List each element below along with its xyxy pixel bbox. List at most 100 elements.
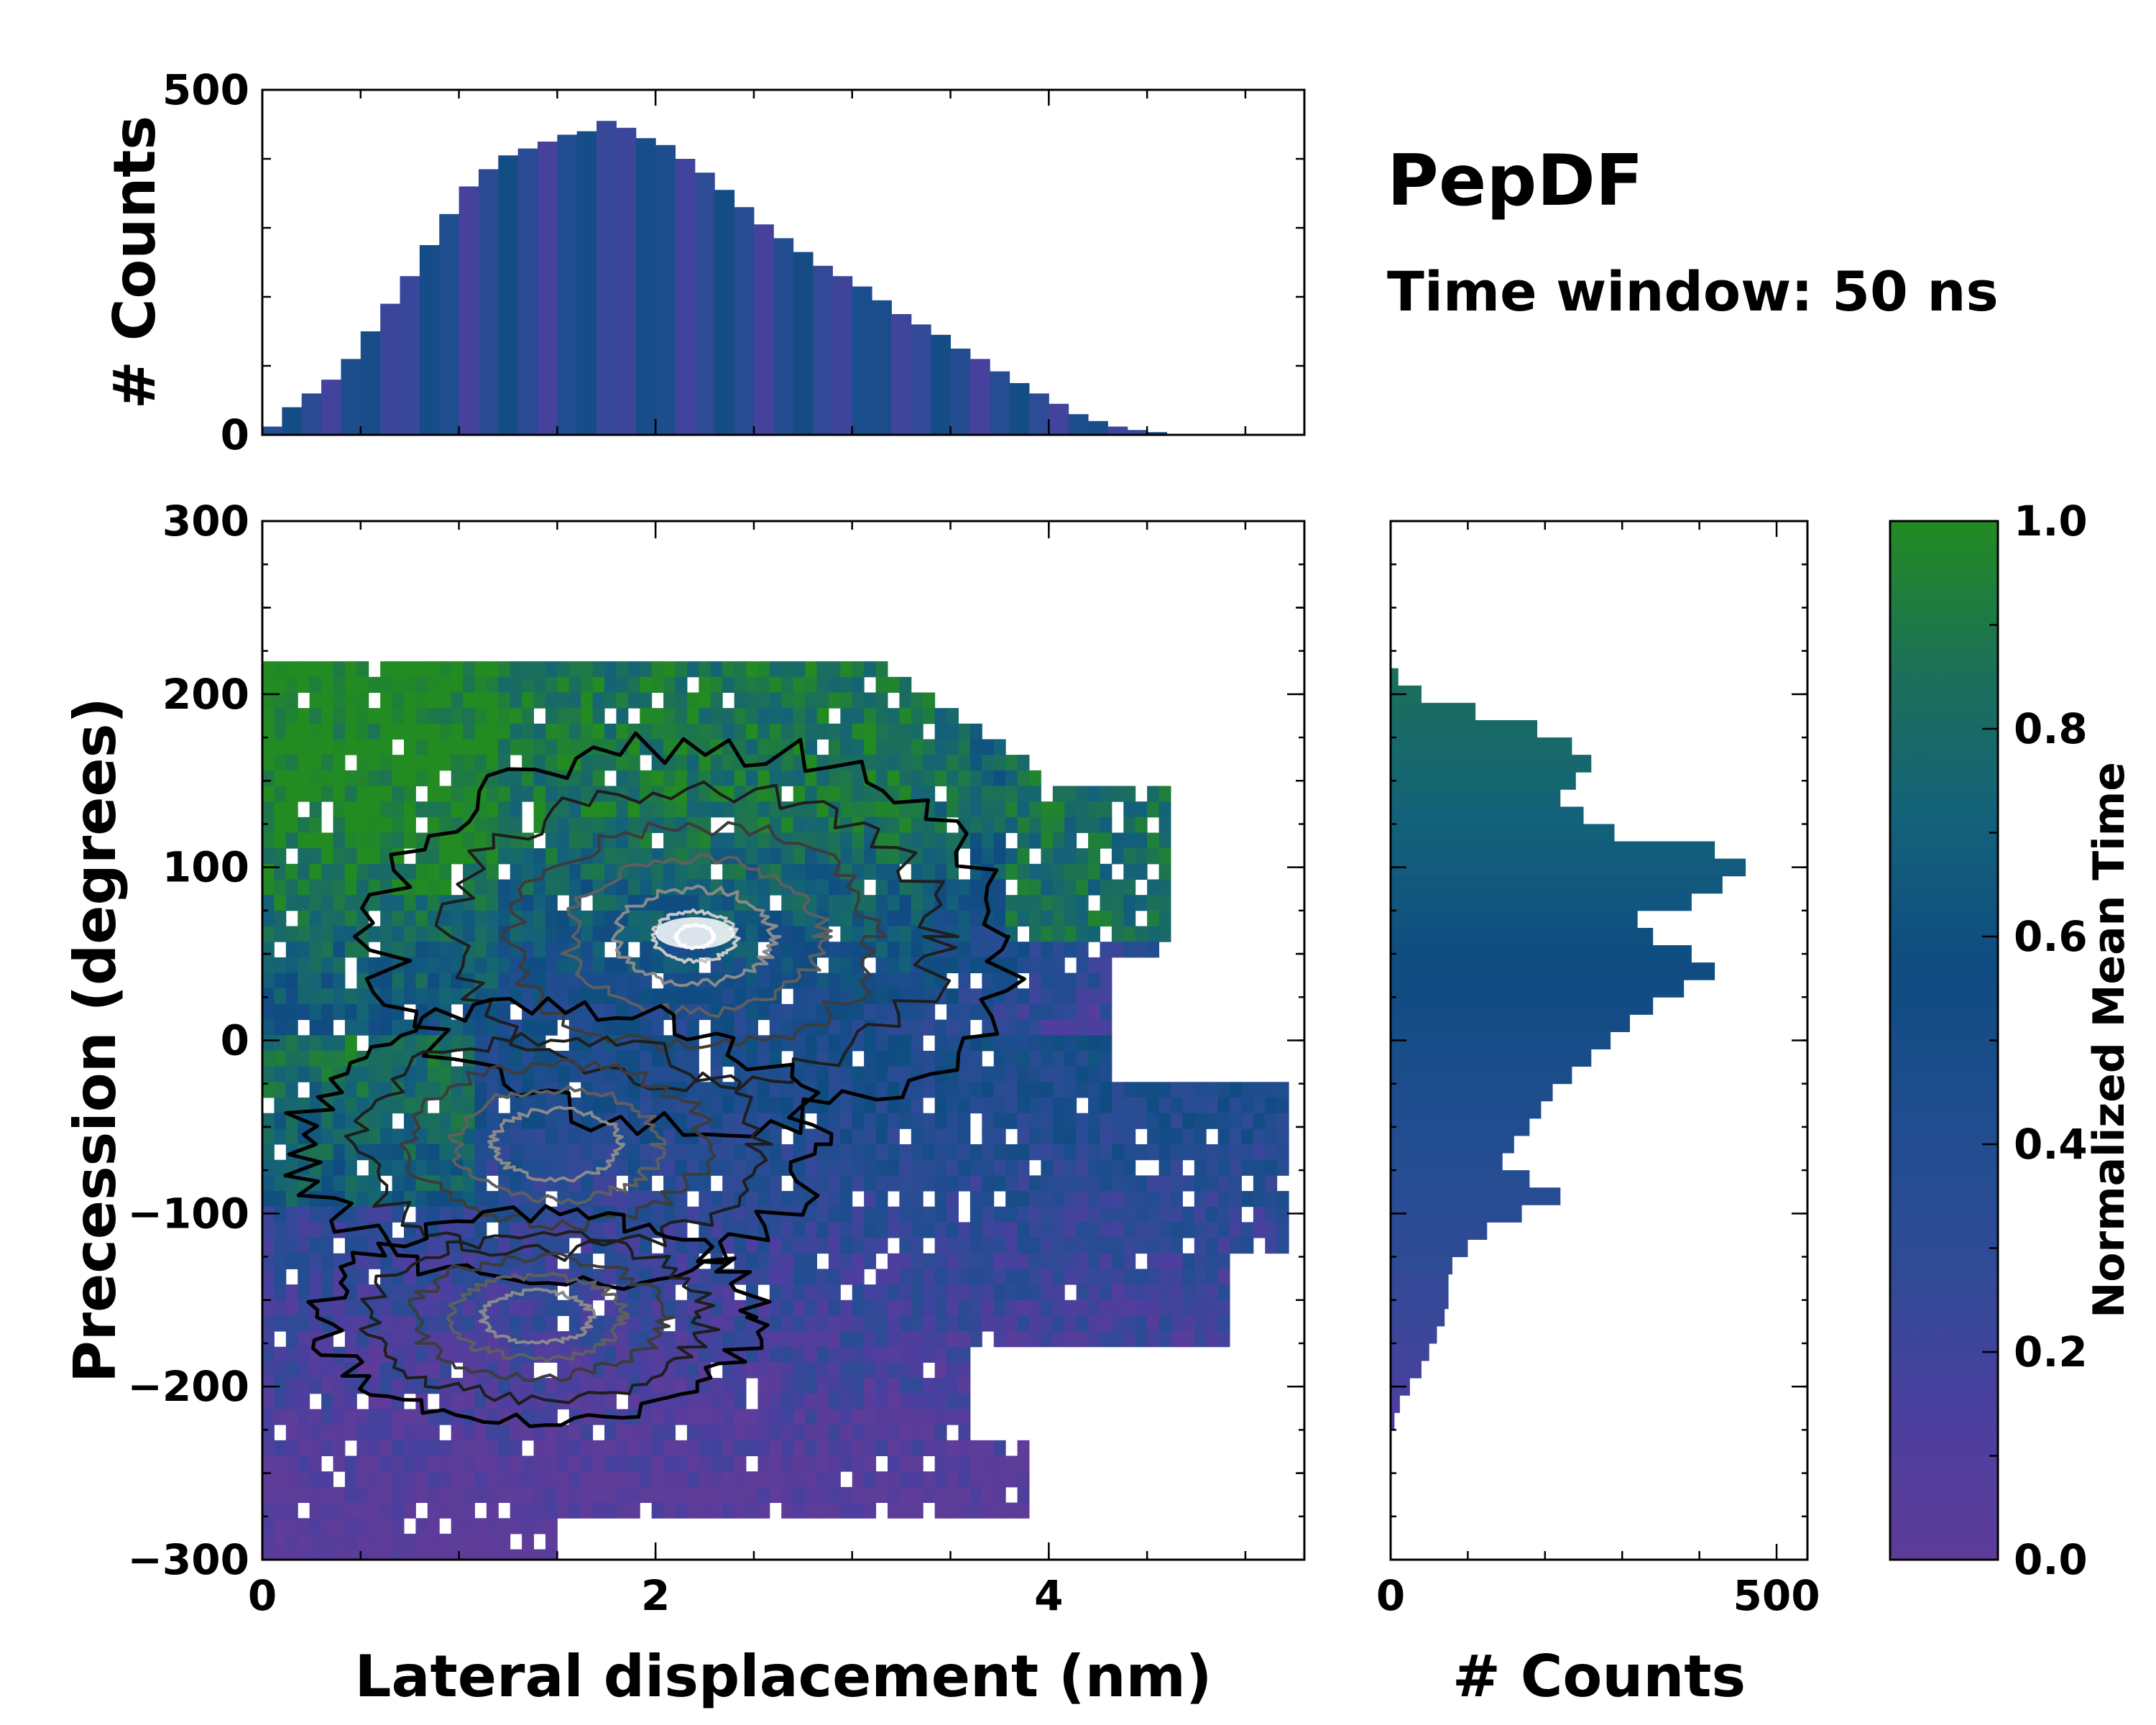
heatmap-cell	[1088, 1144, 1100, 1161]
heatmap-cell	[1052, 1019, 1065, 1036]
tick-label: −300	[127, 1535, 249, 1584]
heatmap-cell	[934, 1159, 947, 1176]
heatmap-cell	[710, 755, 723, 771]
heatmap-cell	[403, 1346, 416, 1363]
heatmap-cell	[510, 1159, 522, 1176]
heatmap-cell	[888, 1175, 900, 1192]
heatmap-cell	[616, 1019, 629, 1036]
heatmap-cell	[663, 1378, 676, 1394]
right-hist-bar	[1391, 858, 1746, 877]
heatmap-cell	[888, 848, 900, 865]
heatmap-cell	[510, 863, 522, 880]
heatmap-cell	[875, 723, 888, 740]
heatmap-cell	[368, 1549, 381, 1560]
heatmap-cell	[805, 1440, 818, 1456]
heatmap-cell	[934, 1128, 947, 1145]
heatmap-cell	[557, 879, 570, 896]
heatmap-cell	[439, 1082, 452, 1098]
heatmap-cell	[616, 1003, 629, 1021]
heatmap-cell	[533, 1440, 546, 1456]
heatmap-cell	[805, 926, 818, 942]
heatmap-cell	[392, 770, 405, 786]
heatmap-cell	[474, 676, 487, 693]
heatmap-cell	[1076, 816, 1089, 833]
heatmap-cell	[380, 1425, 393, 1441]
heatmap-cell	[333, 786, 346, 802]
heatmap-cell	[285, 1362, 298, 1379]
heatmap-cell	[781, 1003, 794, 1021]
heatmap-cell	[581, 926, 594, 942]
heatmap-cell	[321, 1409, 333, 1425]
heatmap-cell	[285, 895, 298, 911]
heatmap-cell	[616, 1486, 629, 1504]
heatmap-cell	[734, 863, 747, 880]
heatmap-cell	[946, 910, 959, 927]
heatmap-cell	[710, 895, 723, 911]
top-hist-bar	[400, 276, 420, 435]
heatmap-cell	[627, 1191, 640, 1208]
heatmap-cell	[1135, 1082, 1148, 1098]
heatmap-cell	[911, 1315, 923, 1332]
heatmap-cell	[427, 801, 440, 818]
heatmap-cell	[1088, 832, 1100, 849]
heatmap-cell	[1241, 1159, 1254, 1176]
heatmap-cell	[1170, 1300, 1183, 1316]
heatmap-cell	[415, 1486, 428, 1504]
heatmap-cell	[958, 1269, 971, 1285]
heatmap-cell	[946, 1144, 959, 1161]
heatmap-cell	[592, 786, 605, 802]
heatmap-cell	[828, 1315, 841, 1332]
heatmap-cell	[958, 1238, 971, 1254]
heatmap-cell	[368, 816, 381, 833]
heatmap-cell	[321, 786, 333, 802]
heatmap-cell	[781, 926, 794, 942]
heatmap-cell	[1123, 863, 1136, 880]
heatmap-cell	[568, 1300, 581, 1316]
heatmap-cell	[746, 942, 758, 958]
heatmap-cell	[427, 1502, 440, 1519]
heatmap-cell	[403, 1035, 416, 1052]
heatmap-cell	[321, 1113, 333, 1129]
heatmap-cell	[1123, 1206, 1136, 1223]
heatmap-cell	[403, 1284, 416, 1301]
heatmap-cell	[285, 755, 298, 771]
heatmap-cell	[793, 1300, 806, 1316]
heatmap-cell	[274, 1253, 287, 1269]
heatmap-cell	[946, 1346, 959, 1363]
heatmap-cell	[663, 723, 676, 740]
tick-label: 300	[162, 497, 249, 546]
heatmap-cell	[663, 1331, 676, 1348]
heatmap-cell	[781, 1300, 794, 1316]
heatmap-cell	[722, 801, 735, 818]
heatmap-cell	[309, 692, 322, 709]
heatmap-cell	[510, 1409, 522, 1425]
heatmap-cell	[592, 1175, 605, 1192]
heatmap-cell	[852, 1269, 865, 1285]
heatmap-cell	[864, 1284, 877, 1301]
heatmap-cell	[356, 879, 369, 896]
heatmap-cell	[969, 1502, 982, 1519]
heatmap-cell	[344, 816, 357, 833]
heatmap-cell	[627, 1253, 640, 1269]
heatmap-cell	[557, 1113, 570, 1129]
heatmap-cell	[1135, 1315, 1148, 1332]
heatmap-cell	[969, 926, 982, 942]
heatmap-cell	[262, 1003, 275, 1021]
heatmap-cell	[958, 942, 971, 958]
heatmap-cell	[888, 1362, 900, 1379]
heatmap-cell	[1170, 1222, 1183, 1238]
heatmap-cell	[309, 770, 322, 786]
heatmap-cell	[439, 1128, 452, 1145]
heatmap-cell	[439, 1113, 452, 1129]
heatmap-cell	[415, 1066, 428, 1082]
heatmap-cell	[403, 1331, 416, 1348]
right-hist-bar	[1391, 789, 1561, 807]
heatmap-cell	[969, 832, 982, 849]
heatmap-cell	[368, 739, 381, 755]
heatmap-cell	[463, 1518, 475, 1535]
heatmap-cell	[1276, 1097, 1289, 1114]
heatmap-cell	[746, 661, 758, 678]
heatmap-cell	[1123, 1284, 1136, 1301]
heatmap-cell	[380, 739, 393, 755]
heatmap-cell	[651, 661, 664, 678]
